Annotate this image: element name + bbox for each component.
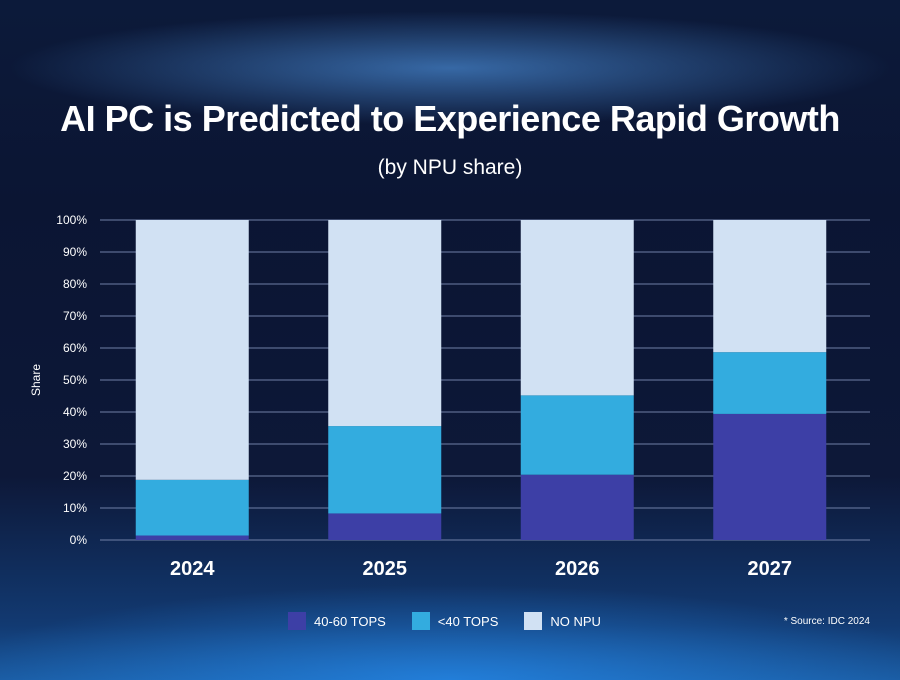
legend-swatch — [524, 612, 543, 630]
source-note: * Source: IDC 2024 — [783, 616, 870, 627]
legend-label: NO NPU — [550, 613, 601, 629]
bar-segment — [520, 395, 634, 475]
legend-item-lt40-tops: <40 TOPS — [411, 612, 499, 630]
y-tick-label: 40% — [63, 405, 87, 419]
legend-item-40-60-tops: 40-60 TOPS — [288, 612, 386, 630]
bar-segment — [328, 513, 442, 540]
y-tick-label: 70% — [63, 309, 87, 323]
x-tick-label: 2024 — [170, 558, 215, 580]
y-tick-label: 10% — [63, 501, 87, 515]
x-tick-label: 2026 — [555, 558, 600, 580]
y-tick-label: 20% — [63, 469, 87, 483]
y-tick-label: 0% — [70, 533, 88, 547]
legend-label: <40 TOPS — [437, 613, 499, 629]
legend: 40-60 TOPS <40 TOPS NO NPU — [288, 612, 601, 630]
bar-segment — [520, 220, 634, 396]
bar-segment — [135, 535, 249, 540]
y-tick-label: 50% — [63, 373, 87, 387]
legend-item-no-npu: NO NPU — [524, 612, 601, 630]
x-tick-label: 2025 — [363, 558, 408, 580]
bar-segment — [135, 479, 249, 536]
y-tick-label: 80% — [63, 277, 87, 291]
bar-segment — [328, 220, 442, 427]
y-tick-label: 30% — [63, 437, 87, 451]
bar-segment — [328, 426, 442, 514]
x-tick-label: 2027 — [748, 558, 793, 580]
y-tick-label: 100% — [56, 213, 87, 227]
y-axis-label: Share — [29, 364, 43, 396]
bar-segment — [713, 352, 827, 414]
chart-subtitle: (by NPU share) — [377, 156, 523, 179]
bar-segment — [713, 413, 827, 540]
legend-label: 40-60 TOPS — [314, 613, 386, 629]
legend-swatch — [411, 612, 430, 630]
bar-segment — [135, 220, 249, 480]
bar-segment — [520, 474, 634, 540]
y-tick-label: 90% — [63, 245, 87, 259]
chart-title: AI PC is Predicted to Experience Rapid G… — [60, 98, 840, 139]
legend-swatch — [288, 612, 306, 630]
bar-segment — [713, 220, 827, 353]
y-tick-label: 60% — [63, 341, 87, 355]
